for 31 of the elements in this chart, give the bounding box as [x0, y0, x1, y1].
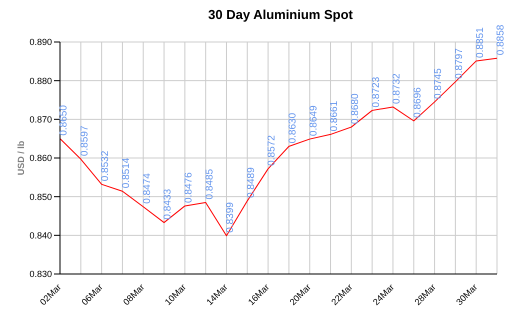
y-tick-label: 0.880	[29, 76, 52, 86]
data-label: 0.8797	[454, 48, 466, 79]
data-label: 0.8661	[329, 100, 340, 132]
data-label: 0.8745	[433, 68, 444, 99]
data-label: 0.8489	[246, 166, 257, 198]
chart-title: 30 Day Aluminium Spot	[207, 7, 354, 22]
data-label: 0.8696	[412, 86, 424, 118]
data-label: 0.8532	[100, 150, 112, 182]
y-tick-label: 0.870	[29, 114, 52, 125]
data-label: 0.8597	[79, 125, 90, 156]
data-label: 0.8485	[204, 168, 216, 200]
data-label: 0.8476	[184, 172, 194, 203]
data-label: 0.8680	[350, 93, 361, 124]
data-label: 0.8433	[162, 188, 174, 220]
data-label: 0.8723	[370, 76, 382, 108]
y-tick-label: 0.890	[29, 37, 52, 48]
y-tick-label: 0.850	[29, 192, 52, 202]
data-label: 0.8732	[392, 72, 403, 104]
y-tick-label: 0.830	[29, 269, 52, 280]
data-label: 0.8851	[474, 26, 486, 58]
data-label: 0.8630	[288, 112, 299, 144]
data-label: 0.8650	[58, 104, 70, 136]
data-label: 0.8514	[121, 157, 132, 188]
y-axis-title: USD / lb	[16, 140, 26, 176]
data-label: 0.8399	[225, 202, 236, 233]
data-label: 0.8649	[308, 105, 320, 136]
data-label: 0.8858	[496, 24, 507, 56]
y-tick-label: 0.860	[29, 153, 52, 164]
y-tick-label: 0.840	[29, 230, 52, 241]
data-label: 0.8474	[142, 172, 153, 204]
data-label: 0.8572	[266, 134, 278, 166]
